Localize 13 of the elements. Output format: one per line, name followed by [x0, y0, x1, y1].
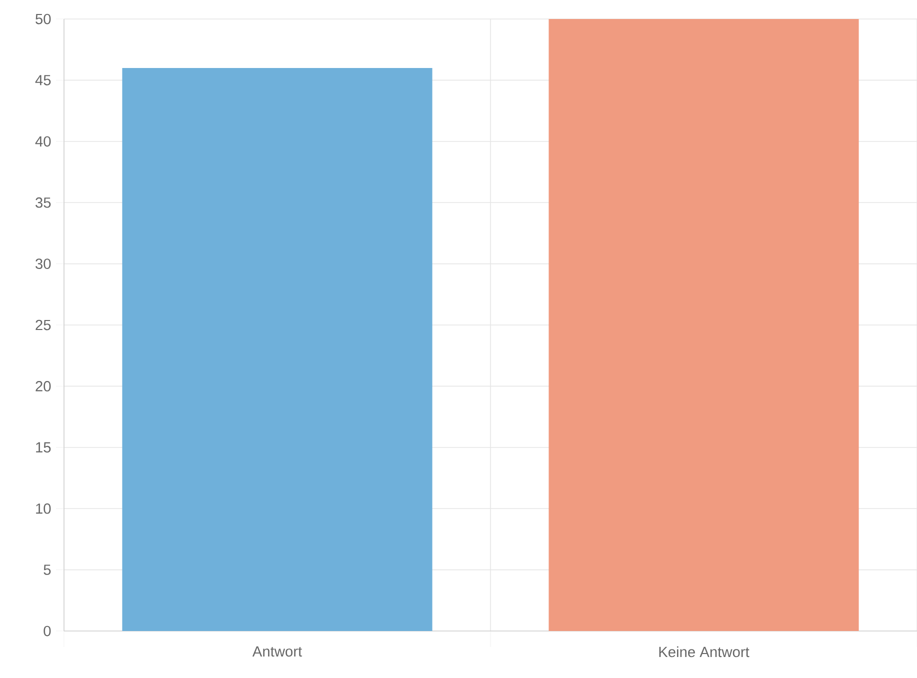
- y-tick-label: 5: [44, 564, 51, 575]
- y-tick-label: 50: [36, 14, 51, 24]
- y-tick-label: 40: [35, 136, 51, 147]
- y-tick-label: 20: [36, 381, 51, 392]
- y-tick-label: 0: [44, 626, 51, 636]
- x-tick-label: Keine Antwort: [659, 646, 750, 658]
- y-tick-label: 10: [36, 503, 51, 514]
- y-tick-label: 30: [36, 258, 51, 269]
- y-tick-label: 45: [35, 75, 51, 86]
- x-tick-label: Antwort: [252, 646, 302, 657]
- y-tick-label: 25: [36, 320, 51, 330]
- y-tick-label: 15: [36, 442, 51, 453]
- y-tick-label: 35: [36, 197, 51, 208]
